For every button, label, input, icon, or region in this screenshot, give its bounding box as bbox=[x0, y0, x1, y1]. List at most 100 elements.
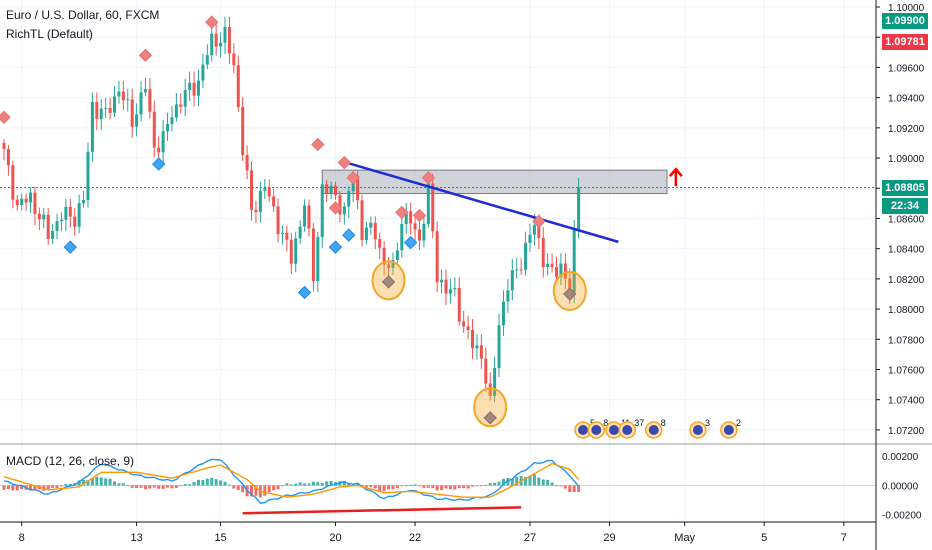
macd-histogram-bar bbox=[462, 485, 465, 488]
candle-body bbox=[378, 239, 381, 248]
candle-body bbox=[272, 196, 275, 206]
macd-histogram-bar bbox=[321, 483, 324, 486]
macd-histogram-bar bbox=[184, 484, 187, 485]
candle-body bbox=[475, 345, 478, 348]
candle-body bbox=[184, 90, 187, 107]
candle-body bbox=[515, 269, 518, 270]
candle-body bbox=[153, 112, 156, 148]
macd-histogram-bar bbox=[201, 480, 204, 485]
candle-body bbox=[64, 207, 67, 220]
candle-body bbox=[193, 83, 196, 96]
macd-histogram-bar bbox=[533, 474, 536, 485]
candle-body bbox=[524, 243, 527, 270]
time-tick-label: 20 bbox=[329, 532, 341, 544]
candle-body bbox=[325, 184, 328, 193]
macd-histogram-bar bbox=[126, 485, 129, 486]
candle-body bbox=[498, 325, 501, 368]
macd-histogram-bar bbox=[272, 485, 275, 490]
candle-body bbox=[188, 83, 191, 90]
macd-histogram-bar bbox=[493, 483, 496, 486]
macd-histogram-bar bbox=[237, 485, 240, 490]
macd-histogram-bar bbox=[60, 485, 63, 486]
candle-body bbox=[206, 55, 209, 64]
indicator-macd-label[interactable]: MACD (12, 26, close, 9) bbox=[6, 454, 134, 468]
macd-histogram-bar bbox=[409, 485, 412, 486]
candles bbox=[3, 17, 581, 402]
candle-body bbox=[20, 199, 23, 205]
candle-body bbox=[520, 269, 523, 270]
macd-histogram-bar bbox=[537, 478, 540, 486]
candle-body bbox=[555, 267, 558, 277]
price-tick-label: 1.09200 bbox=[888, 124, 925, 135]
macd-histogram-bar bbox=[453, 485, 456, 489]
candle-body bbox=[33, 193, 36, 214]
candle-body bbox=[422, 224, 425, 241]
candle-body bbox=[369, 223, 372, 228]
macd-histogram-bar bbox=[7, 485, 10, 489]
candle-body bbox=[263, 188, 266, 191]
candle-body bbox=[201, 65, 204, 81]
candle-body bbox=[316, 237, 319, 281]
macd-histogram-bar bbox=[193, 482, 196, 485]
macd-histogram-bar bbox=[263, 485, 266, 495]
macd-histogram-bar bbox=[56, 485, 59, 488]
candle-body bbox=[414, 223, 417, 229]
candle-body bbox=[299, 227, 302, 239]
candle-body bbox=[533, 225, 536, 235]
macd-histogram-bar bbox=[577, 485, 580, 491]
candle-body bbox=[47, 215, 50, 239]
macd-histogram-bar bbox=[422, 485, 425, 487]
macd-histogram-bar bbox=[546, 480, 549, 486]
candle-body bbox=[162, 131, 165, 152]
candle-body bbox=[365, 228, 368, 240]
candle-body bbox=[246, 155, 249, 170]
candle-body bbox=[506, 290, 509, 301]
macd-histogram-bar bbox=[387, 485, 390, 489]
macd-histogram-bar bbox=[104, 478, 107, 485]
macd-histogram-bar bbox=[475, 485, 478, 486]
event-count: 8 bbox=[661, 418, 666, 428]
candle-body bbox=[250, 170, 253, 209]
price-tick-label: 1.08400 bbox=[888, 245, 925, 256]
pivot-markers bbox=[0, 16, 545, 298]
macd-histogram-bar bbox=[131, 485, 134, 487]
candle-body bbox=[86, 152, 89, 200]
indicator-richtl-label[interactable]: RichTL (Default) bbox=[6, 27, 93, 41]
candle-body bbox=[436, 231, 439, 282]
candle-body bbox=[445, 280, 448, 294]
target-arrow bbox=[670, 169, 682, 186]
candle-body bbox=[347, 191, 350, 206]
low-price-tag: 1.09781 bbox=[882, 34, 928, 50]
candle-body bbox=[179, 105, 182, 107]
candle-body bbox=[82, 200, 85, 203]
symbol-title[interactable]: Euro / U.S. Dollar, 60, FXCM bbox=[6, 8, 159, 22]
macd-histogram-bar bbox=[144, 485, 147, 489]
candle-body bbox=[3, 143, 6, 149]
pivot-high-diamond bbox=[312, 138, 324, 150]
candle-body bbox=[232, 53, 235, 65]
event-count: 3 bbox=[705, 418, 710, 428]
candle-body bbox=[113, 96, 116, 112]
macd-histogram-bar bbox=[294, 484, 297, 486]
candle-body bbox=[268, 188, 271, 197]
candle-body bbox=[330, 186, 333, 193]
price-tick-label: 1.07800 bbox=[888, 335, 925, 346]
price-tick-label: 1.08000 bbox=[888, 305, 925, 316]
macd-histogram-bar bbox=[175, 485, 178, 487]
pivot-low-diamond bbox=[64, 241, 76, 253]
macd-histogram-bar bbox=[374, 485, 377, 488]
candle-body bbox=[400, 224, 403, 250]
macd-histogram-bar bbox=[197, 480, 200, 486]
candle-body bbox=[140, 92, 143, 114]
macd-histogram-bar bbox=[11, 485, 14, 490]
candle-body bbox=[56, 221, 59, 231]
macd-histogram-bar bbox=[551, 483, 554, 486]
macd-histogram-bar bbox=[281, 485, 284, 486]
macd-histogram-bar bbox=[449, 485, 452, 489]
macd-histogram-bar bbox=[427, 485, 430, 487]
macd-histogram-bar bbox=[436, 485, 439, 490]
macd-histogram-bar bbox=[418, 485, 421, 486]
macd-histogram-bar bbox=[3, 485, 6, 489]
candle-body bbox=[361, 200, 364, 240]
